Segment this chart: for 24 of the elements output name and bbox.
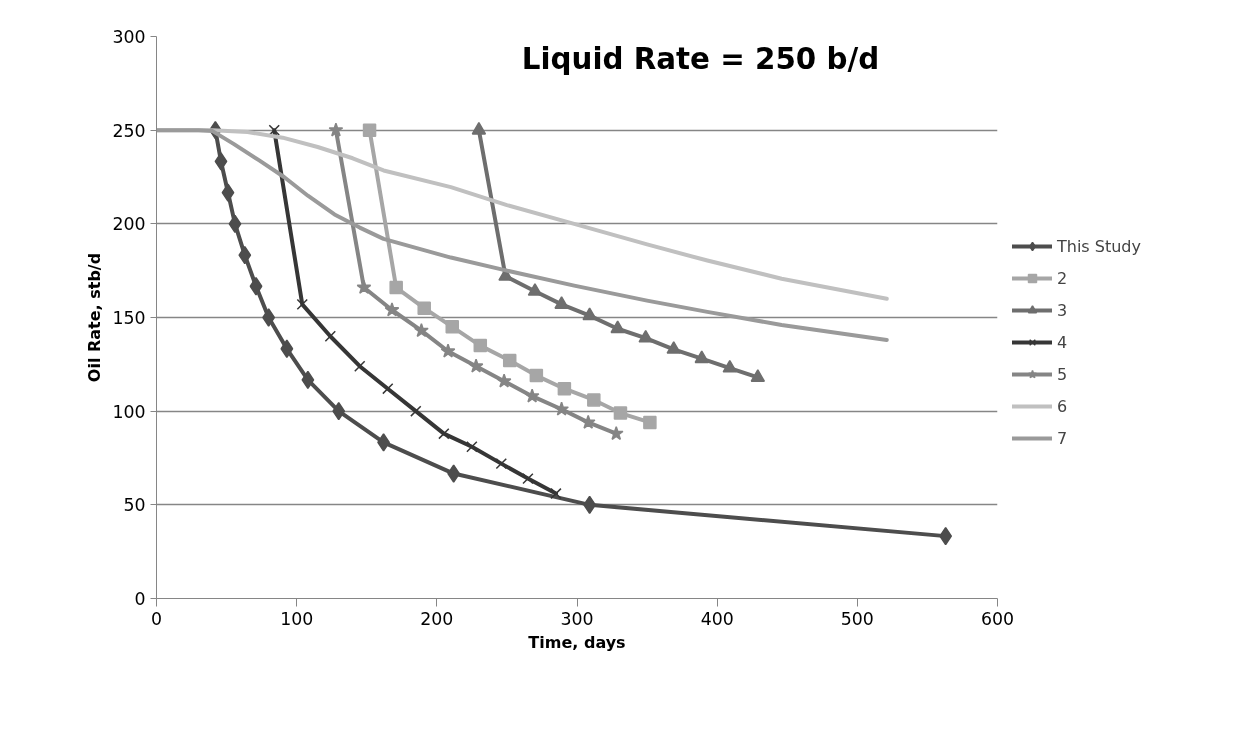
y-tick-label: 0 — [134, 589, 146, 609]
x-axis-title: Time, days — [528, 632, 626, 652]
legend-label: 4 — [1057, 332, 1069, 352]
y-tick-label: 150 — [112, 308, 146, 328]
legend-label: 6 — [1057, 396, 1069, 416]
y-tick-label: 300 — [112, 27, 146, 47]
legend-label: 2 — [1057, 268, 1069, 288]
x-tick-label: 600 — [980, 608, 1015, 629]
y-tick-label: 100 — [112, 401, 146, 422]
x-tick-label: 400 — [700, 608, 734, 629]
chart-title: Liquid Rate = 250 b/d — [521, 41, 880, 76]
y-axis-title: Oil Rate, stb/d — [85, 252, 105, 383]
x-tick-label: 0 — [150, 608, 163, 629]
y-tick-label: 50 — [123, 495, 146, 516]
legend-label: This Study — [1057, 236, 1141, 256]
y-tick-label: 200 — [112, 214, 146, 235]
x-tick-label: 100 — [280, 608, 314, 629]
y-tick-label: 250 — [112, 120, 146, 141]
legend-label: 5 — [1057, 364, 1069, 384]
x-tick-label: 300 — [560, 608, 594, 629]
legend-label: 7 — [1057, 428, 1069, 448]
x-tick-label: 500 — [840, 608, 874, 629]
legend-label: 3 — [1057, 300, 1069, 320]
x-tick-label: 200 — [420, 608, 454, 629]
